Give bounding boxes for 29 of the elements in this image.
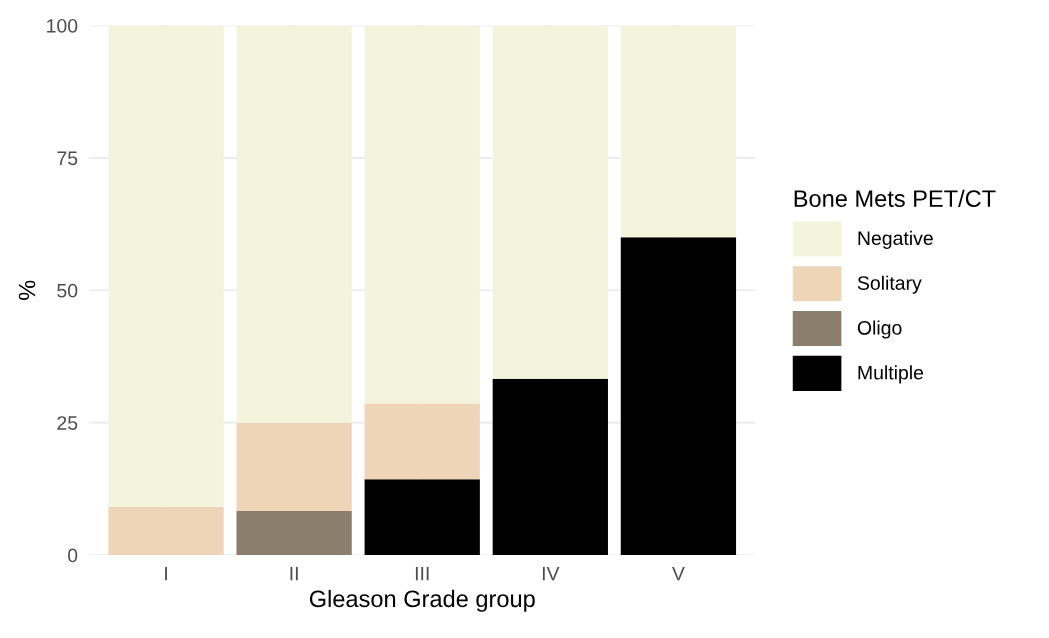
x-tick-label: I (165, 566, 167, 581)
y-tick-label: 75 (57, 151, 78, 166)
bar (236, 511, 352, 556)
legend-title: Bone Mets PET/CT (794, 189, 996, 207)
x-tick-label: V (672, 566, 685, 581)
x-tick-label: III (415, 566, 429, 581)
legend-label: Oligo (857, 320, 902, 339)
bar (364, 25, 480, 404)
y-tick-label: 0 (68, 548, 78, 563)
bar (620, 25, 737, 238)
bar (108, 25, 224, 507)
bar (236, 25, 352, 423)
bar (364, 403, 480, 480)
legend-label: Solitary (857, 275, 922, 294)
bar (364, 479, 480, 556)
x-tick-label: II (290, 566, 298, 581)
bar (492, 378, 608, 556)
legend-label: Multiple (858, 365, 924, 384)
y-tick-label: 25 (57, 416, 78, 430)
x-tick-label: IV (542, 566, 560, 581)
bar (620, 237, 737, 556)
y-axis-title: % (18, 280, 36, 300)
y-tick-label: 50 (57, 283, 78, 298)
bar (492, 25, 608, 379)
bar (236, 422, 352, 512)
x-axis-title: Gleason Grade group (309, 589, 535, 612)
legend-label: Negative (858, 230, 933, 249)
y-tick-label: 100 (47, 18, 78, 33)
bar (108, 506, 224, 556)
